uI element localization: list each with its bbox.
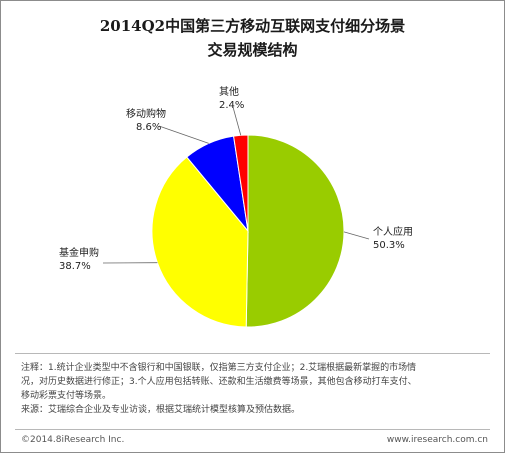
slice-category-label: 移动购物 xyxy=(126,107,166,120)
notes-block: 注释：1.统计企业类型中不含银行和中国银联，仅指第三方支付企业；2.艾瑞根据最新… xyxy=(21,361,490,417)
pie-slice xyxy=(245,134,345,328)
chart-subtitle: 交易规模结构 xyxy=(207,41,298,59)
website-text: www.iresearch.com.cn xyxy=(386,435,488,445)
slice-value-label: 2.4% xyxy=(219,100,244,111)
slice-value-label: 50.3% xyxy=(373,240,405,251)
slice-value-label: 38.7% xyxy=(59,261,91,272)
slice-value-label: 8.6% xyxy=(136,122,161,133)
slice-category-label: 其他 xyxy=(219,85,239,98)
slice-leader-line xyxy=(232,106,242,136)
note-line-1: 注释：1.统计企业类型中不含银行和中国银联，仅指第三方支付企业；2.艾瑞根据最新… xyxy=(21,363,417,373)
chart-title: 2014Q2中国第三方移动互联网支付细分场景 xyxy=(99,17,406,35)
slice-leader-line xyxy=(343,231,370,240)
copyright-text: ©2014.8iResearch Inc. xyxy=(21,435,125,445)
note-line-3: 移动彩票支付等场景。 xyxy=(21,391,112,401)
slice-leader-line xyxy=(158,125,209,144)
source-line: 来源：艾瑞综合企业及专业访谈，根据艾瑞统计模型核算及预估数据。 xyxy=(21,405,301,415)
pie-chart: 个人应用 50.3% 基金申购 38.7% 移动购物 8.6% 其他 2.4% xyxy=(59,85,413,328)
note-line-2: 况，对历史数据进行修正；3.个人应用包括转账、还款和生活缴费等场景，其他包含移动… xyxy=(21,377,417,387)
pie-slice xyxy=(151,156,249,328)
notes-divider xyxy=(15,353,490,354)
footer-divider xyxy=(15,429,490,430)
slice-category-label: 基金申购 xyxy=(59,246,99,259)
slice-category-label: 个人应用 xyxy=(373,225,413,238)
